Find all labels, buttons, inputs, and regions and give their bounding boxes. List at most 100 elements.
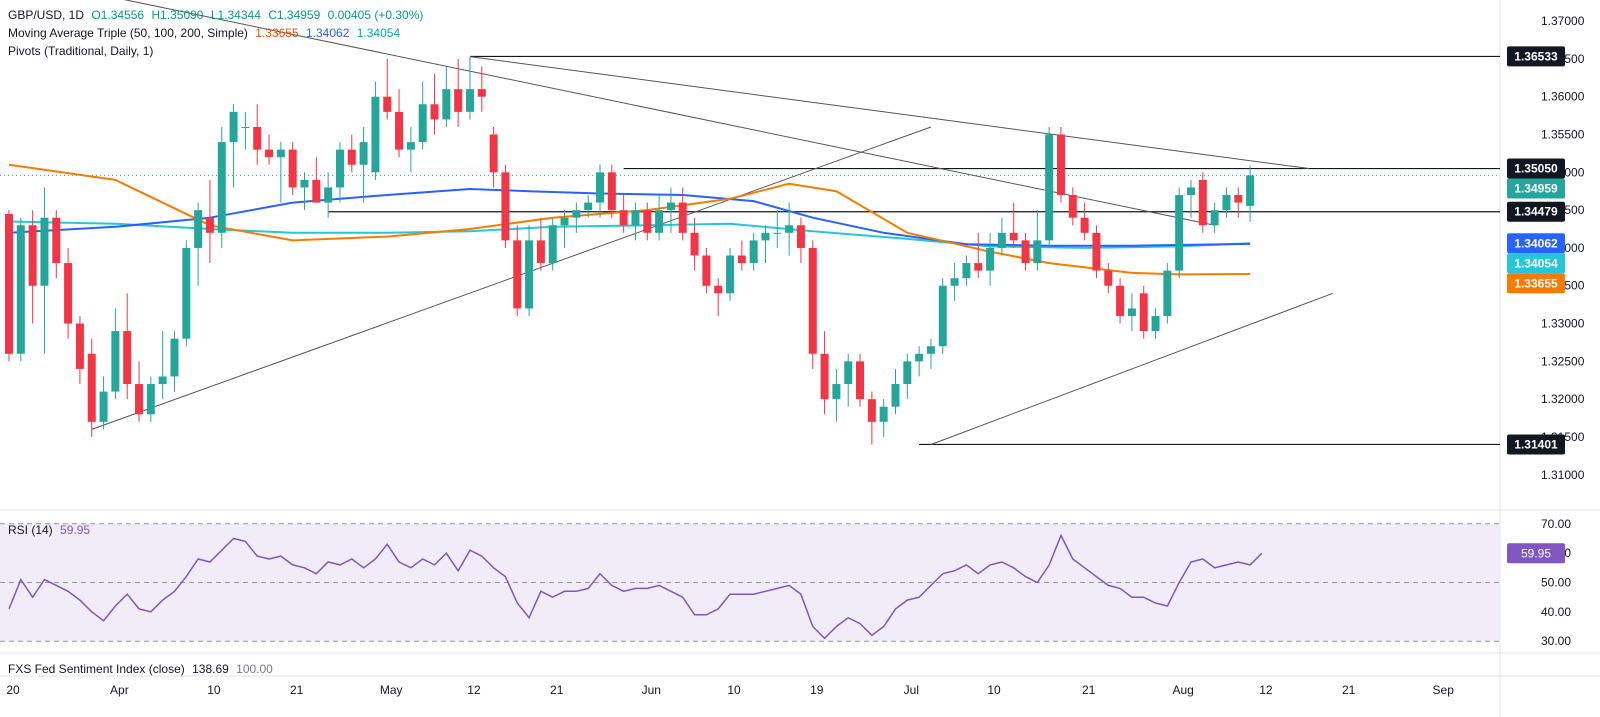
candle-body <box>288 149 297 188</box>
ohlc-open: O1.34556 <box>91 8 145 22</box>
candle-body <box>808 247 817 354</box>
axes: 1.310001.315001.320001.325001.330001.335… <box>6 14 1584 697</box>
time-tick-label: 19 <box>810 683 824 697</box>
ma50-value: 1.33655 <box>255 26 299 40</box>
candle-body <box>359 142 368 165</box>
ma-legend: Moving Average Triple (50, 100, 200, Sim… <box>8 26 404 40</box>
candle-body <box>820 353 829 400</box>
ma200-line <box>8 188 1251 247</box>
trendline <box>123 0 1215 226</box>
candle-body <box>454 89 463 112</box>
candle-body <box>229 111 238 143</box>
fxs-value-2: 100.00 <box>236 662 273 676</box>
candle-body <box>430 104 439 120</box>
candle-body <box>737 255 746 264</box>
rsi-last-label: 59.95 <box>1521 546 1551 560</box>
time-tick-label: 20 <box>6 683 20 697</box>
candle-body <box>52 217 61 264</box>
candle-body <box>135 384 144 415</box>
time-tick-label: 12 <box>467 683 481 697</box>
price-tick-label: 1.35500 <box>1541 128 1585 142</box>
candle-body <box>1080 217 1089 233</box>
price-tick-label: 1.36000 <box>1541 90 1585 104</box>
candle-body <box>418 104 427 143</box>
candle-body <box>87 353 96 422</box>
symbol-label[interactable]: GBP/USD, 1D <box>8 8 85 22</box>
price-tick-label: 1.32000 <box>1541 392 1585 406</box>
candle-body <box>1116 285 1125 316</box>
candle-body <box>761 232 770 241</box>
candle-body <box>891 384 900 407</box>
time-tick-label: Aug <box>1173 683 1194 697</box>
candle-body <box>5 213 13 354</box>
candle-body <box>40 217 49 286</box>
candle-body <box>442 89 451 120</box>
candle-body <box>194 210 203 248</box>
price-badge-label: 1.34054 <box>1514 256 1558 270</box>
rsi-line <box>8 533 1263 640</box>
candle-body <box>596 172 604 203</box>
rsi-tick-label: 50.00 <box>1541 576 1571 590</box>
candle-body <box>300 179 309 188</box>
candle-body <box>726 255 735 294</box>
candle-body <box>253 126 262 150</box>
candle-body <box>477 89 486 97</box>
price-tick-label: 1.33000 <box>1541 317 1585 331</box>
symbol-legend: GBP/USD, 1D O1.34556 H1.35090 L1.34344 C… <box>8 8 427 22</box>
candle-body <box>714 285 723 294</box>
candle-body <box>536 240 545 264</box>
candle-body <box>335 149 344 188</box>
pivots-legend: Pivots (Traditional, Daily, 1) <box>8 44 157 58</box>
price-badge-label: 1.31401 <box>1514 437 1558 451</box>
time-tick-label: May <box>380 683 403 697</box>
price-badge-label: 1.36533 <box>1514 49 1558 63</box>
candle-body <box>619 210 628 226</box>
candle-body <box>666 202 675 211</box>
time-tick-label: 12 <box>1259 683 1273 697</box>
price-badge-label: 1.35050 <box>1514 162 1558 176</box>
time-tick-label: 10 <box>987 683 1001 697</box>
time-tick-label: 21 <box>550 683 564 697</box>
candle-body <box>915 353 924 362</box>
candle-body <box>513 240 522 309</box>
candle-body <box>146 384 155 415</box>
time-tick-label: 21 <box>1082 683 1096 697</box>
price-tick-label: 1.32500 <box>1541 354 1585 368</box>
price-badge <box>1507 273 1565 294</box>
pivots-title[interactable]: Pivots (Traditional, Daily, 1) <box>8 44 154 58</box>
candle-body <box>796 225 805 248</box>
candle-body <box>607 172 616 211</box>
ma-title[interactable]: Moving Average Triple (50, 100, 200, Sim… <box>8 26 248 40</box>
price-tick-label: 1.37000 <box>1541 14 1585 28</box>
candle-body <box>1139 293 1148 332</box>
candle-body <box>1210 210 1219 226</box>
candle-body <box>548 225 557 264</box>
ma100-value: 1.34062 <box>306 26 350 40</box>
candle-body <box>702 255 711 286</box>
candle-body <box>938 285 947 347</box>
candle-body <box>1033 240 1042 264</box>
candle-body <box>99 391 108 422</box>
candle-body <box>64 263 73 324</box>
candle-body <box>926 346 935 354</box>
time-tick-label: Apr <box>110 683 129 697</box>
fxs-title[interactable]: FXS Fed Sentiment Index (close) <box>8 662 185 676</box>
candle-body <box>395 111 404 150</box>
rsi-title[interactable]: RSI (14) <box>8 523 53 537</box>
candle-body <box>903 361 912 385</box>
price-badge <box>1507 178 1565 199</box>
candle-body <box>1104 270 1113 286</box>
time-tick-label: Jun <box>642 683 661 697</box>
candle-body <box>974 263 983 271</box>
price-badge <box>1507 434 1565 455</box>
price-badge <box>1507 201 1565 222</box>
rsi-tick-label: 40.00 <box>1541 605 1571 619</box>
price-badge <box>1507 158 1565 179</box>
time-tick-label: 21 <box>290 683 304 697</box>
candle-body <box>1163 270 1172 316</box>
ohlc-change: 0.00405 (+0.30%) <box>327 8 424 22</box>
candle-body <box>950 278 959 286</box>
candle-body <box>158 376 167 385</box>
pivot-levels <box>0 55 1500 446</box>
